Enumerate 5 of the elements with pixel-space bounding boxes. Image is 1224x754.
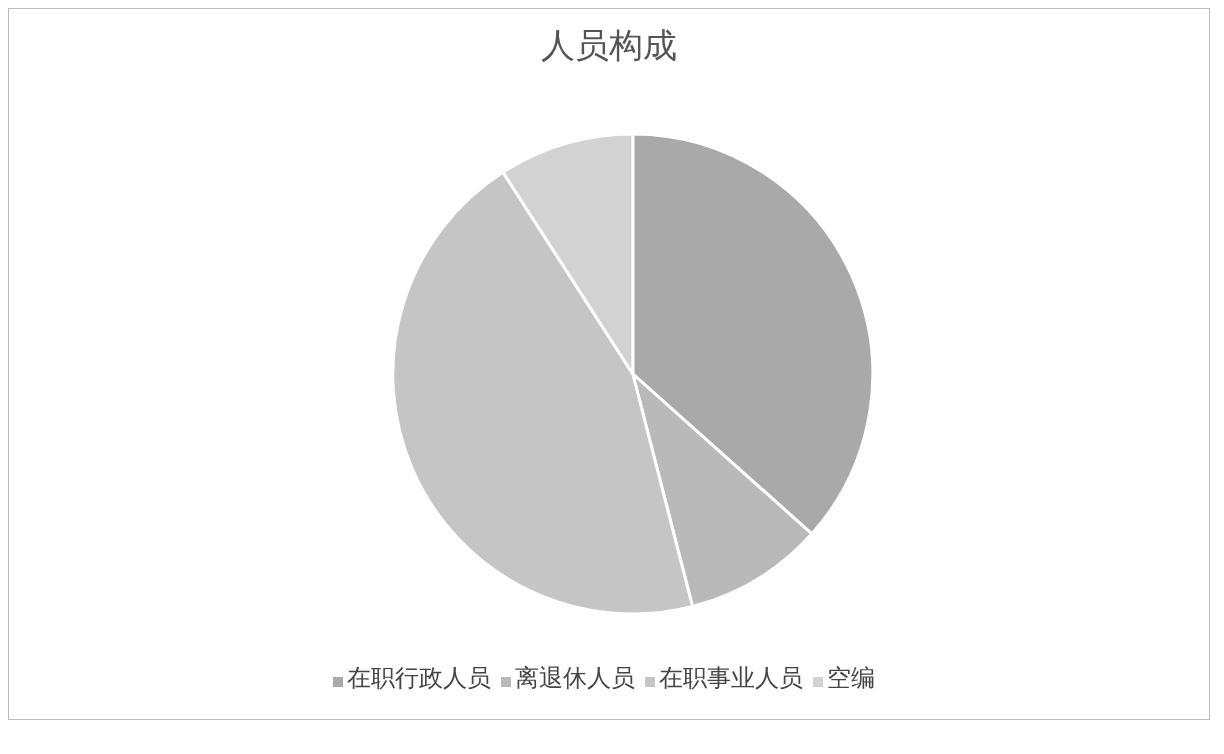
chart-title: 人员构成 <box>540 24 678 67</box>
legend-label: 空编 <box>827 664 875 692</box>
legend-label: 在职行政人员 <box>347 664 491 692</box>
legend-label: 在职事业人员 <box>659 664 803 692</box>
legend-label: 离退休人员 <box>515 664 635 692</box>
